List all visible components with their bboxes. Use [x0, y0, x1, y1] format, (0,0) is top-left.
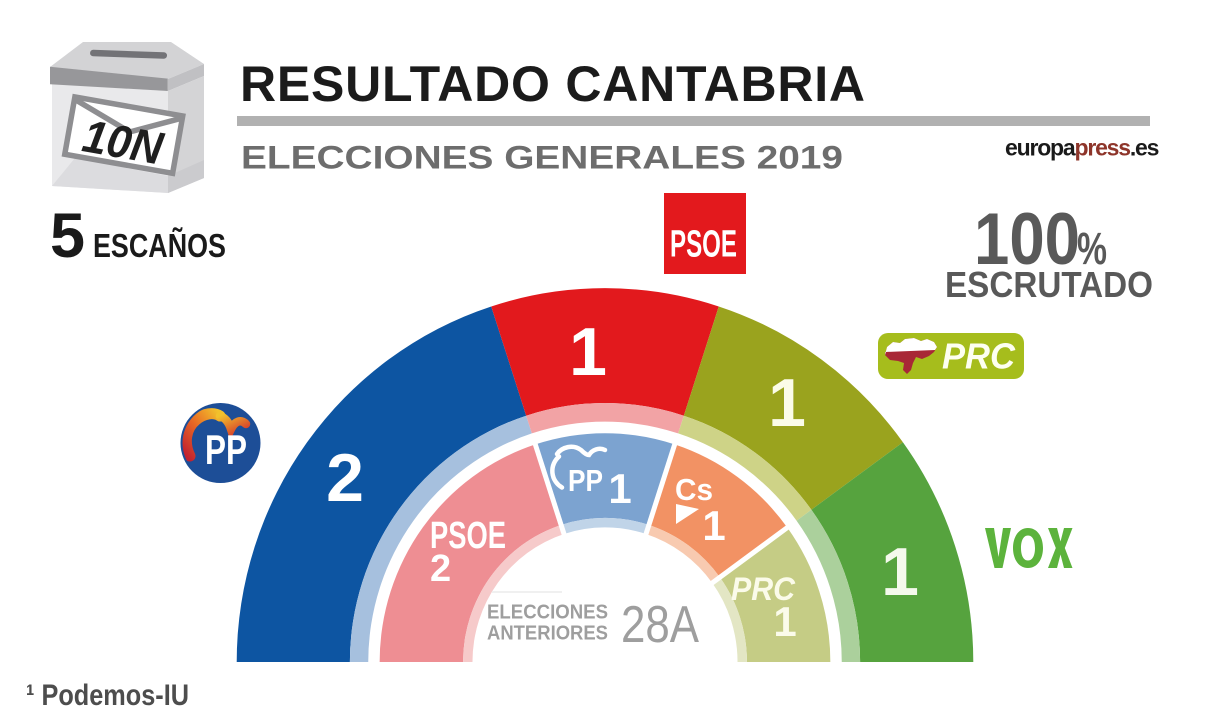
svg-text:ESCRUTADO: ESCRUTADO — [945, 264, 1153, 305]
svg-text:5: 5 — [50, 201, 85, 271]
svg-text:1: 1 — [881, 534, 919, 610]
svg-text:¹ Podemos-IU: ¹ Podemos-IU — [26, 679, 189, 712]
svg-text:Cs: Cs — [675, 472, 713, 507]
svg-text:2: 2 — [326, 440, 364, 516]
svg-text:ANTERIORES: ANTERIORES — [487, 622, 608, 645]
svg-text:1: 1 — [768, 365, 806, 441]
svg-text:PP: PP — [568, 463, 603, 498]
svg-text:1: 1 — [773, 598, 796, 645]
svg-text:PRC: PRC — [942, 336, 1016, 377]
svg-text:PSOE: PSOE — [430, 515, 506, 557]
svg-text:ESCAÑOS: ESCAÑOS — [93, 227, 226, 264]
svg-text:1: 1 — [569, 314, 607, 390]
svg-text:2: 2 — [430, 548, 451, 590]
svg-text:100: 100 — [974, 199, 1080, 280]
svg-text:RESULTADO CANTABRIA: RESULTADO CANTABRIA — [240, 56, 865, 112]
svg-text:europapress.es: europapress.es — [1005, 135, 1159, 161]
svg-text:ELECCIONES: ELECCIONES — [487, 601, 608, 624]
svg-text:1: 1 — [608, 465, 631, 512]
svg-text:PSOE: PSOE — [670, 224, 737, 266]
svg-text:1: 1 — [702, 502, 725, 549]
svg-text:28A: 28A — [621, 596, 699, 654]
svg-text:ELECCIONES GENERALES 2019: ELECCIONES GENERALES 2019 — [241, 140, 843, 176]
svg-text:PRC: PRC — [731, 571, 796, 607]
svg-text:%: % — [1077, 223, 1107, 274]
svg-text:PP: PP — [205, 426, 247, 473]
